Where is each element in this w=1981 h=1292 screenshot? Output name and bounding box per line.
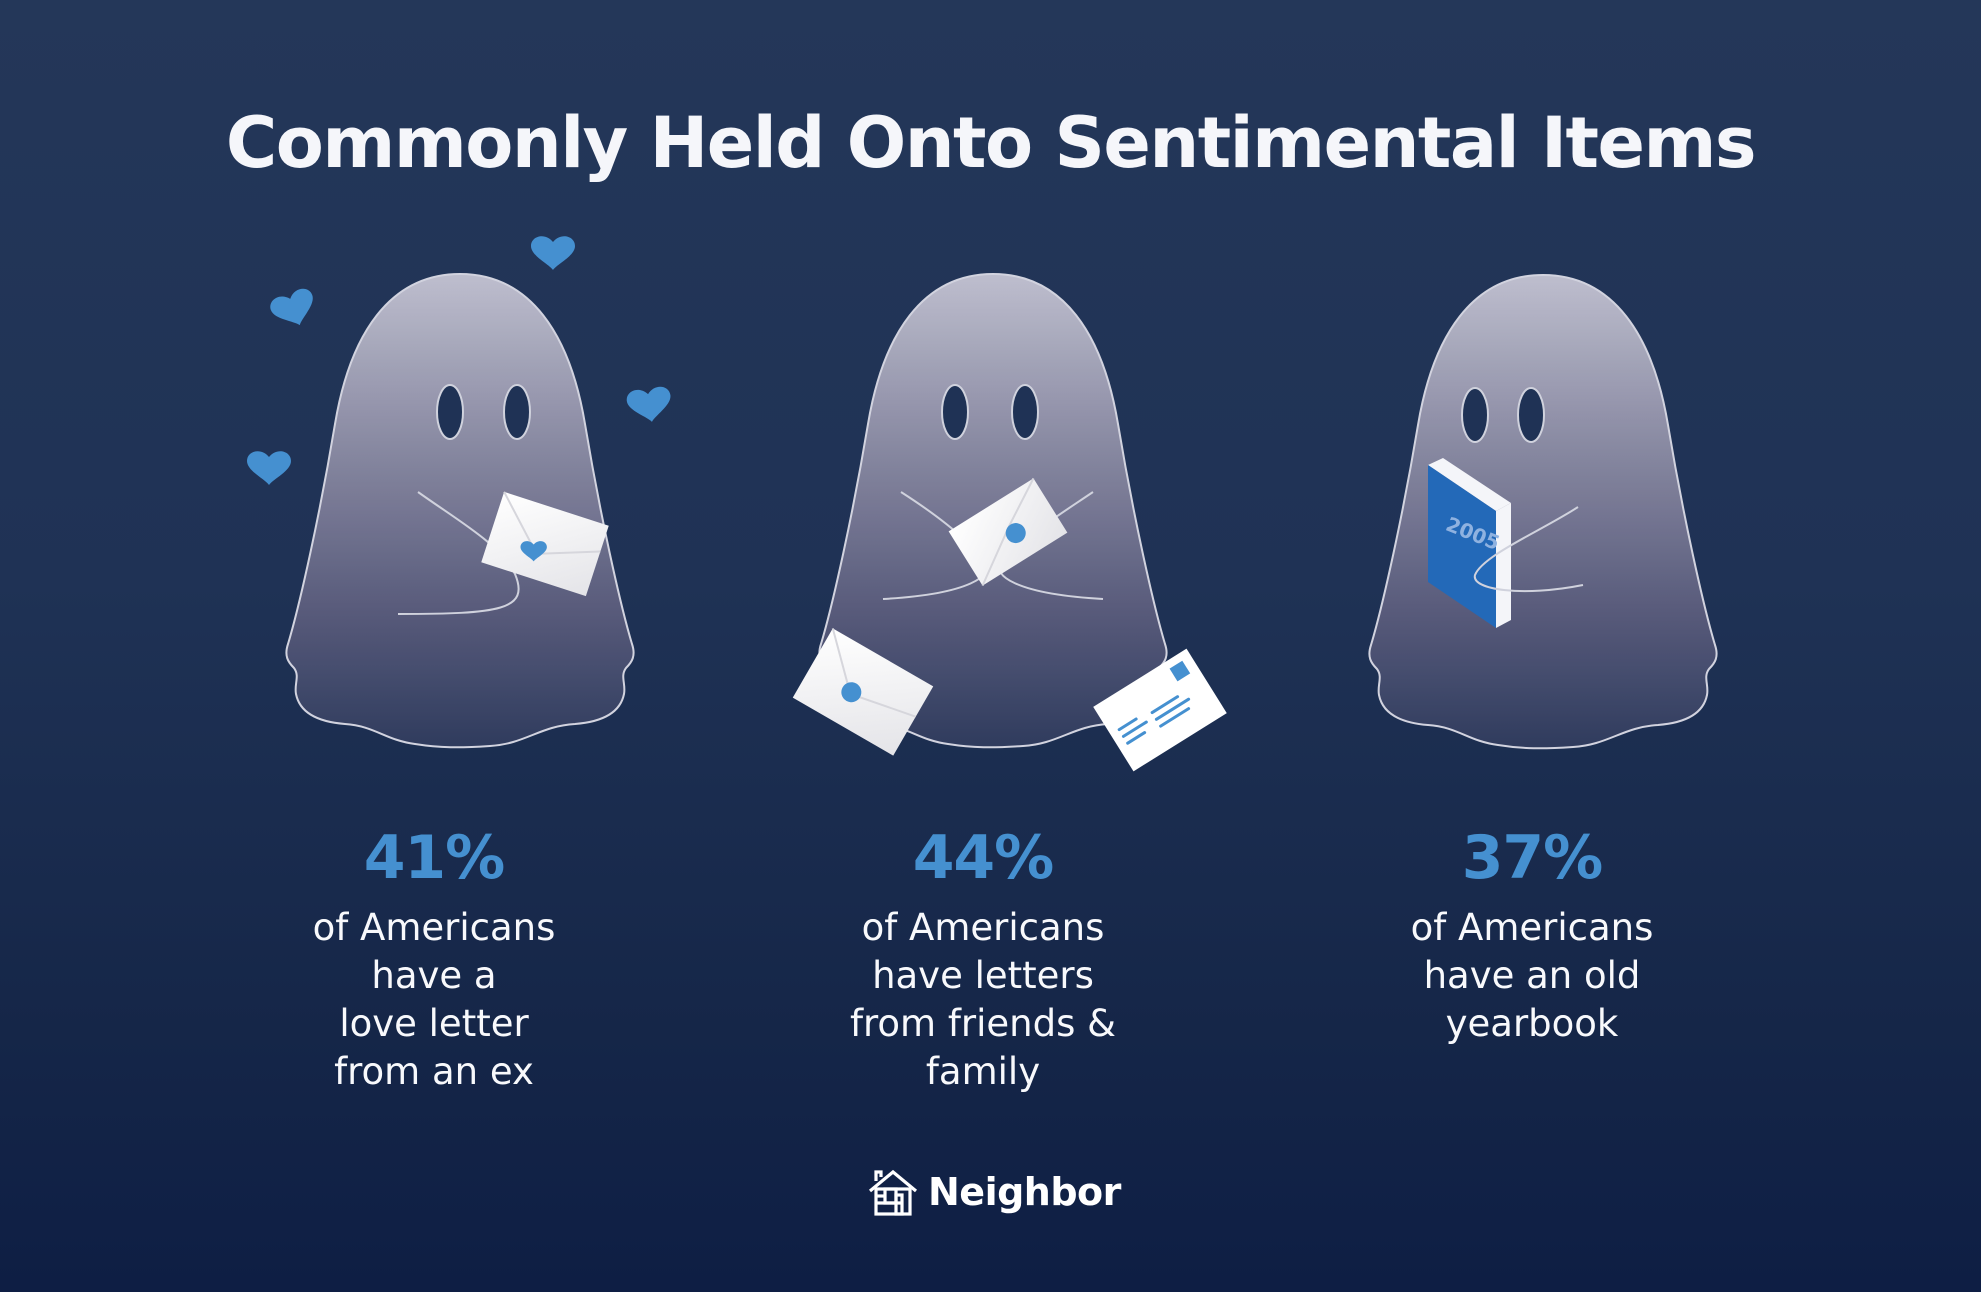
neighbor-logo: Neighbor (868, 1162, 1121, 1222)
house-icon (868, 1169, 918, 1216)
ghost-eye-right (503, 384, 531, 440)
ghost-eye-right (1011, 384, 1039, 440)
stat-letters: 44% of Americans have letters from frien… (773, 818, 1193, 1096)
love-letter-envelope (481, 491, 609, 597)
stat-line: family (925, 1050, 1041, 1093)
ghost-eye-left (436, 384, 464, 440)
stat-description: of Americans have letters from friends &… (773, 904, 1193, 1096)
heart-icon (625, 385, 674, 425)
envelope-left (792, 628, 934, 756)
ghost-yearbook: 2005 (1368, 274, 1718, 750)
logo-text: Neighbor (928, 1170, 1121, 1214)
yearbook: 2005 (1428, 458, 1511, 628)
stamp (1169, 660, 1191, 682)
ghost-love-letter (285, 273, 635, 749)
stat-percent: 41% (363, 823, 506, 893)
heart-icon (531, 236, 575, 270)
stat-yearbook: 37% of Americans have an old yearbook (1322, 818, 1742, 1048)
heart-icon (247, 451, 291, 485)
stat-line: of Americans (312, 906, 556, 949)
stat-line: love letter (339, 1002, 529, 1045)
ghost-eye-left (1461, 387, 1489, 443)
ghost-letters (818, 273, 1168, 749)
stat-line: of Americans (861, 906, 1105, 949)
stat-line: of Americans (1410, 906, 1654, 949)
stat-percent: 37% (1461, 823, 1604, 893)
ghost-eye-left (941, 384, 969, 440)
page-title: Commonly Held Onto Sentimental Items (225, 102, 1757, 184)
ghost-eye-right (1517, 387, 1545, 443)
stat-description: of Americans have a love letter from an … (224, 904, 644, 1096)
stat-love-letter: 41% of Americans have a love letter from… (224, 818, 644, 1096)
seal-dot (1005, 523, 1026, 544)
stat-description: of Americans have an old yearbook (1322, 904, 1742, 1048)
stat-line: yearbook (1445, 1002, 1619, 1045)
stat-line: from an ex (334, 1050, 534, 1093)
held-envelope (948, 477, 1068, 587)
heart-icon (267, 285, 321, 333)
postcard (1093, 648, 1227, 772)
seal-dot (841, 682, 862, 703)
stat-line: have a (371, 954, 497, 997)
stat-line: have an old (1423, 954, 1641, 997)
stat-percent: 44% (912, 823, 1055, 893)
stat-line: have letters (872, 954, 1094, 997)
stat-line: from friends & (850, 1002, 1116, 1045)
